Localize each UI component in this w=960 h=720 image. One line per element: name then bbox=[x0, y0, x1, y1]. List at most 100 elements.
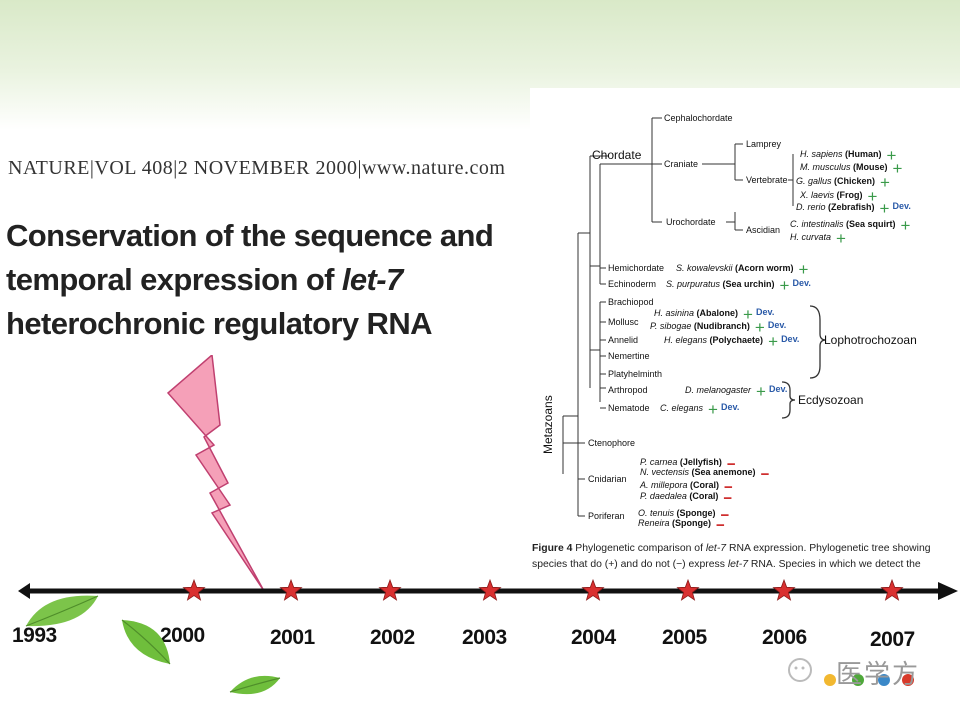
clade-arthropod: Arthropod bbox=[608, 385, 648, 395]
developmental-regulation-tag: Dev. bbox=[893, 201, 911, 211]
clade-ascidian: Ascidian bbox=[746, 225, 780, 235]
timeline-year-label: 1993 bbox=[12, 624, 57, 647]
species-list: H. sapiens (Human) +M. musculus (Mouse) +G… bbox=[638, 146, 911, 534]
species-entry: A. millepora (Coral) − bbox=[639, 479, 733, 496]
expression-positive-mark: + bbox=[893, 159, 903, 178]
species-name: N. vectensis (Sea anemone) bbox=[640, 467, 756, 477]
expression-positive-mark: + bbox=[755, 318, 765, 337]
clade-craniate: Craniate bbox=[664, 159, 698, 169]
timeline-star-icon bbox=[378, 578, 402, 601]
expression-positive-mark: + bbox=[756, 382, 766, 401]
clade-urochordate: Urochordate bbox=[666, 217, 716, 227]
clade-brachiopod: Brachiopod bbox=[608, 297, 654, 307]
clade-nematode: Nematode bbox=[608, 403, 650, 413]
species-entry: G. gallus (Chicken) + bbox=[796, 173, 890, 192]
species-entry: N. vectensis (Sea anemone) − bbox=[640, 466, 770, 483]
timeline-star-icon bbox=[279, 578, 303, 601]
expression-positive-mark: + bbox=[880, 173, 890, 192]
clade-ctenophore: Ctenophore bbox=[588, 438, 635, 448]
timeline-year-label: 2001 bbox=[270, 626, 315, 649]
clade-cephalochordate: Cephalochordate bbox=[664, 113, 733, 123]
phylogenetic-tree-svg: Metazoans Chordate Cephalochordate Crani… bbox=[541, 113, 917, 534]
clade-platyhelminth: Platyhelminth bbox=[608, 369, 662, 379]
watermark-text: 医学方 bbox=[836, 659, 921, 689]
timeline-star-icon bbox=[772, 578, 796, 601]
species-name: H. elegans (Polychaete) bbox=[664, 335, 763, 345]
species-entry: H. sapiens (Human) + bbox=[800, 146, 897, 165]
lightning-bolt-icon bbox=[166, 355, 265, 592]
species-name: H. sapiens (Human) bbox=[800, 149, 882, 159]
leaf-icon bbox=[229, 675, 281, 695]
expression-negative-mark: − bbox=[724, 479, 733, 496]
expression-negative-mark: − bbox=[716, 517, 725, 534]
timeline-axis bbox=[18, 578, 958, 601]
title-line-1: Conservation of the sequence and bbox=[6, 218, 494, 253]
root-label-metazoans: Metazoans bbox=[541, 395, 555, 454]
developmental-regulation-tag: Dev. bbox=[793, 278, 811, 288]
clade-hemichordate: Hemichordate bbox=[608, 263, 664, 273]
species-name: G. gallus (Chicken) bbox=[796, 176, 875, 186]
expression-positive-mark: + bbox=[901, 216, 911, 235]
expression-negative-mark: − bbox=[727, 456, 736, 473]
species-entry: C. intestinalis (Sea squirt) + bbox=[790, 216, 911, 235]
developmental-regulation-tag: Dev. bbox=[769, 384, 787, 394]
timeline-stars bbox=[182, 578, 904, 601]
species-name: S. kowalevskii (Acorn worm) bbox=[676, 263, 794, 273]
species-entry: O. tenuis (Sponge) − bbox=[638, 507, 730, 524]
clade-lamprey: Lamprey bbox=[746, 139, 782, 149]
expression-positive-mark: + bbox=[868, 187, 878, 206]
expression-positive-mark: + bbox=[880, 199, 890, 218]
species-entry: Reneira (Sponge) − bbox=[638, 517, 725, 534]
title-line-2: temporal expression of let-7 bbox=[6, 262, 403, 297]
title-gene-name: let-7 bbox=[341, 262, 403, 297]
expression-positive-mark: + bbox=[743, 305, 753, 324]
species-name: C. elegans bbox=[660, 403, 704, 413]
timeline-year-label: 2003 bbox=[462, 626, 507, 649]
developmental-regulation-tag: Dev. bbox=[756, 307, 774, 317]
expression-positive-mark: + bbox=[836, 229, 846, 248]
species-entry: X. laevis (Frog) + bbox=[799, 187, 878, 206]
timeline-year-label: 2000 bbox=[160, 624, 205, 647]
timeline-year-label: 2005 bbox=[662, 626, 707, 649]
species-name: Reneira (Sponge) bbox=[638, 518, 711, 528]
species-name: P. sibogae (Nudibranch) bbox=[650, 321, 750, 331]
clade-echinoderm: Echinoderm bbox=[608, 279, 656, 289]
species-name: S. purpuratus (Sea urchin) bbox=[666, 279, 775, 289]
developmental-regulation-tag: Dev. bbox=[768, 320, 786, 330]
expression-positive-mark: + bbox=[768, 332, 778, 351]
expression-negative-mark: − bbox=[721, 507, 730, 524]
species-entry: H. asinina (Abalone) + Dev. bbox=[654, 305, 774, 324]
timeline-year-label: 2004 bbox=[571, 626, 616, 649]
species-entry: H. curvata + bbox=[790, 229, 846, 248]
species-name: A. millepora (Coral) bbox=[639, 480, 719, 490]
species-name: H. asinina (Abalone) bbox=[654, 308, 738, 318]
species-entry: C. elegans + Dev. bbox=[660, 400, 739, 419]
expression-negative-mark: − bbox=[761, 466, 770, 483]
timeline-year-label: 2007 bbox=[870, 628, 915, 651]
phylogenetic-tree-figure: Metazoans Chordate Cephalochordate Crani… bbox=[530, 88, 960, 578]
species-name: P. carnea (Jellyfish) bbox=[640, 457, 722, 467]
clade-vertebrate: Vertebrate bbox=[746, 175, 788, 185]
clade-nemertine: Nemertine bbox=[608, 351, 650, 361]
species-entry: H. elegans (Polychaete) + Dev. bbox=[664, 332, 799, 351]
clade-cnidarian: Cnidarian bbox=[588, 474, 627, 484]
expression-positive-mark: + bbox=[799, 260, 809, 279]
journal-citation: NATURE|VOL 408|2 NOVEMBER 2000|www.natur… bbox=[8, 157, 506, 179]
leaf-icon bbox=[25, 595, 99, 627]
species-name: H. curvata bbox=[790, 232, 831, 242]
timeline-star-icon bbox=[581, 578, 605, 601]
species-name: M. musculus (Mouse) bbox=[800, 162, 888, 172]
timeline-star-icon bbox=[182, 578, 206, 601]
slide-title: Conservation of the sequence and tempora… bbox=[6, 214, 526, 346]
species-name: D. rerio (Zebrafish) bbox=[796, 202, 875, 212]
species-entry: M. musculus (Mouse) + bbox=[800, 159, 903, 178]
clade-ecdysozoan: Ecdysozoan bbox=[798, 393, 863, 407]
developmental-regulation-tag: Dev. bbox=[781, 334, 799, 344]
clade-chordate: Chordate bbox=[592, 148, 642, 162]
clade-lophotrochozoan: Lophotrochozoan bbox=[824, 333, 917, 347]
timeline-year-label: 2006 bbox=[762, 626, 807, 649]
expression-negative-mark: − bbox=[723, 490, 732, 507]
timeline-star-icon bbox=[676, 578, 700, 601]
clade-annelid: Annelid bbox=[608, 335, 638, 345]
species-name: D. melanogaster bbox=[685, 385, 752, 395]
